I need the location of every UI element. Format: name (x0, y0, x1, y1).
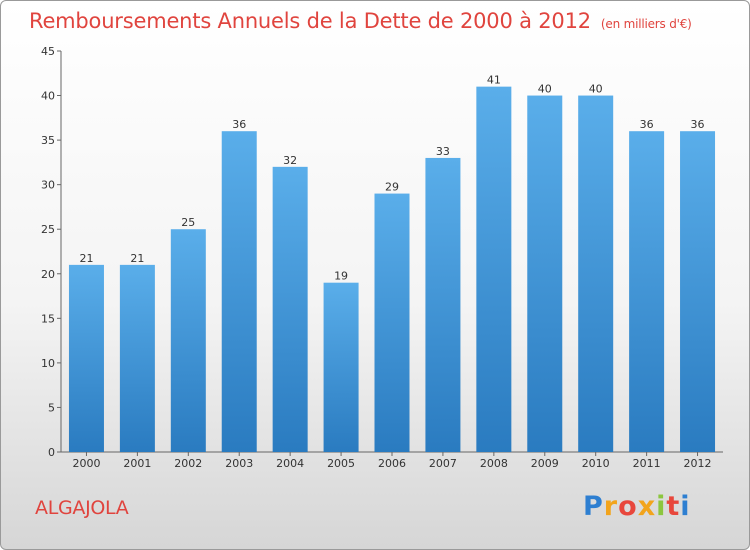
bar (629, 131, 665, 452)
bar (578, 95, 614, 453)
y-tick-label: 20 (41, 268, 55, 281)
logo-letter: i (680, 491, 691, 522)
chart-title: Remboursements Annuels de la Dette de 20… (29, 9, 692, 33)
proxiti-logo: Proxiti (583, 491, 691, 522)
data-label: 21 (130, 252, 144, 265)
data-label: 21 (79, 252, 93, 265)
data-label: 41 (487, 74, 501, 87)
data-label: 25 (181, 216, 195, 229)
x-tick-label: 2006 (378, 457, 406, 470)
bar (527, 95, 563, 453)
data-label: 29 (385, 181, 399, 194)
x-tick-label: 2012 (684, 457, 712, 470)
x-tick-label: 2000 (72, 457, 100, 470)
chart-subtitle: (en milliers d'€) (600, 17, 692, 31)
data-label: 36 (232, 118, 246, 131)
y-tick-label: 40 (41, 90, 55, 103)
chart-title-text: Remboursements Annuels de la Dette de 20… (29, 9, 591, 33)
x-tick-label: 2001 (123, 457, 151, 470)
bar (476, 86, 512, 453)
y-tick-label: 5 (48, 401, 55, 414)
data-label: 40 (538, 83, 552, 96)
y-tick-label: 10 (41, 357, 55, 370)
y-tick-label: 45 (41, 45, 55, 58)
bar (68, 264, 104, 452)
logo-letter: x (637, 491, 657, 522)
y-tick-label: 15 (41, 312, 55, 325)
bar (119, 264, 155, 452)
x-tick-label: 2002 (174, 457, 202, 470)
x-tick-label: 2011 (633, 457, 661, 470)
logo-letter: i (656, 491, 667, 522)
y-tick-label: 25 (41, 223, 55, 236)
x-tick-label: 2003 (225, 457, 253, 470)
bar (425, 157, 461, 452)
logo-letter: r (603, 491, 619, 522)
x-tick-label: 2004 (276, 457, 304, 470)
x-tick-label: 2007 (429, 457, 457, 470)
data-label: 40 (589, 83, 603, 96)
logo-letter: t (666, 491, 681, 522)
x-tick-label: 2009 (531, 457, 559, 470)
bar (680, 131, 716, 452)
x-tick-label: 2008 (480, 457, 508, 470)
bar (272, 166, 308, 452)
bar (374, 193, 410, 453)
x-tick-label: 2005 (327, 457, 355, 470)
bar (221, 131, 257, 452)
logo-letter: P (583, 491, 604, 522)
bar (323, 282, 359, 452)
y-tick-label: 0 (48, 446, 55, 459)
y-tick-label: 35 (41, 134, 55, 147)
data-label: 33 (436, 145, 450, 158)
data-label: 36 (640, 118, 654, 131)
commune-name: ALGAJOLA (35, 497, 129, 519)
data-label: 36 (691, 118, 705, 131)
logo-letter: o (618, 491, 638, 522)
y-tick-label: 30 (41, 179, 55, 192)
data-label: 32 (283, 154, 297, 167)
bar (170, 229, 206, 452)
data-label: 19 (334, 270, 348, 283)
x-tick-label: 2010 (582, 457, 610, 470)
